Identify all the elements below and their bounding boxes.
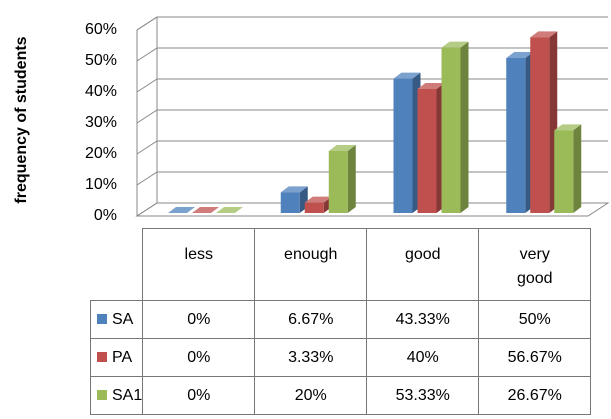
category-cell: enough [254,228,368,301]
bar-side [573,124,582,213]
data-table: less enough good very good SA 0% 6.67% 43.33% 50… [89,228,592,415]
bar-top [216,207,243,213]
y-tick-label: 30% [85,114,117,131]
value-cell: 3.33% [254,338,368,377]
bar-side [347,145,356,213]
legend-cell: SA [89,300,144,339]
value-cell: 53.33% [366,376,480,415]
bar-top [506,52,534,58]
value-cell: 56.67% [478,338,592,377]
value-cell: 0% [142,376,256,415]
value-cell: 20% [254,376,368,415]
bar [393,78,413,213]
series-row: PA 0% 3.33% 40% 56.67% [89,338,592,377]
legend-cell: SA1 [89,376,144,415]
blank-cell [91,229,143,301]
bar-top [530,31,558,38]
bar [280,192,300,213]
legend-label: SA1 [112,386,143,404]
series-row: SA 0% 6.67% 43.33% 50% [89,300,592,339]
value-cell: 40% [366,338,480,377]
y-tick-label: 10% [85,176,117,193]
legend-label: PA [112,348,133,366]
bar-top [192,207,219,213]
category-label: less [184,246,213,263]
value-cell: 43.33% [366,300,480,339]
category-label: good [404,246,441,263]
bar [441,47,461,213]
bar-top [441,41,469,48]
value-cell: 0% [142,338,256,377]
y-axis-label: frequency of students [13,36,30,203]
header-row: less enough good very good [91,228,592,301]
category-cell: good [366,228,480,301]
value-cell: 50% [478,300,592,339]
legend-swatch [97,389,107,400]
bar-top [304,196,332,203]
legend-label: SA [112,310,134,328]
bar [554,130,574,213]
category-cell: less [142,228,256,301]
series-row: SA1 0% 20% 53.33% 26.67% [89,376,592,415]
bar-top [393,72,421,79]
bar [530,37,550,214]
y-tick-label: 20% [85,145,117,162]
bar-top [280,186,308,193]
bar [506,58,526,213]
bar-top [417,83,445,89]
bar [304,202,324,213]
bar-top [328,145,356,151]
bar [417,89,437,213]
category-cell: very good [478,228,592,301]
value-cell: 6.67% [254,300,368,339]
category-label: very good [516,246,553,287]
value-cell: 26.67% [478,376,592,415]
y-tick-label: 50% [85,52,117,69]
legend-swatch [97,313,107,324]
grid-line [136,16,608,31]
category-label: enough [284,246,338,263]
bar-top [168,207,195,213]
bar-side [460,41,469,213]
bar-top [554,124,582,131]
legend-swatch [97,351,107,362]
y-tick-label: 0% [94,207,117,224]
y-tick-label: 60% [85,21,117,38]
y-tick-label: 40% [85,83,117,100]
value-cell: 0% [142,300,256,339]
legend-cell: PA [89,338,144,377]
bar [328,151,348,213]
